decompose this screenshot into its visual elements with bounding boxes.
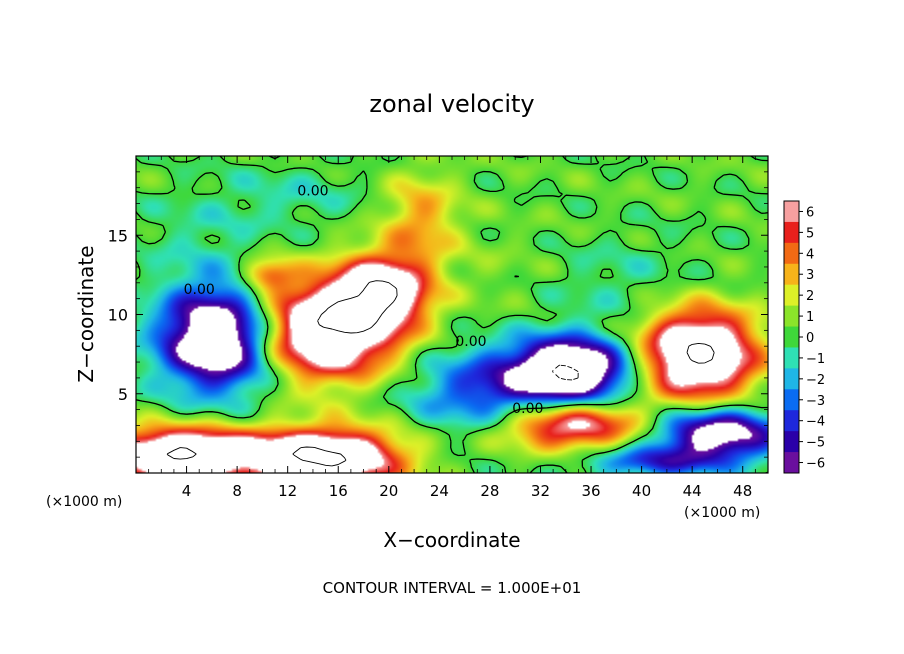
x-tick-label: 24 [430, 482, 449, 500]
colorbar-tick-label: −1 [806, 352, 825, 367]
colorbar-swatch [784, 410, 799, 432]
x-axis-label: X−coordinate [383, 528, 520, 552]
velocity-field [136, 156, 768, 473]
colorbar-tick-label: 0 [806, 331, 814, 346]
colorbar-tick-label: 5 [806, 226, 814, 241]
contour-interval-note: CONTOUR INTERVAL = 1.000E+01 [323, 579, 582, 597]
x-tick-label: 20 [379, 482, 398, 500]
chart-title: zonal velocity [369, 90, 534, 118]
colorbar [784, 201, 799, 474]
colorbar-swatch [784, 347, 799, 369]
colorbar-swatch [784, 284, 799, 307]
y-tick-label: 15 [108, 226, 128, 245]
x-tick-label: 40 [632, 482, 651, 500]
x-axis-units-right: (×1000 m) [684, 505, 760, 521]
contour-line [136, 156, 768, 473]
colorbar-tick-label: −4 [806, 415, 825, 430]
contour-label: 0.00 [455, 334, 486, 350]
x-tick-label: 12 [278, 482, 297, 500]
colorbar-swatch [784, 263, 799, 286]
colorbar-tick-label: −6 [806, 457, 825, 472]
y-tick-label: 5 [118, 385, 128, 404]
colorbar-swatch [784, 221, 799, 244]
zero-contours [136, 156, 768, 473]
colorbar-swatch [784, 431, 799, 453]
colorbar-tick-label: 4 [806, 247, 814, 262]
colorbar-swatch [784, 201, 799, 223]
colorbar-tick-label: 6 [806, 205, 814, 220]
x-tick-label: 48 [733, 482, 752, 500]
colorbar-tick-label: −5 [806, 436, 825, 451]
x-tick-label: 8 [232, 482, 242, 500]
y-axis-label: Z−coordinate [74, 245, 98, 382]
colorbar-tick-label: 2 [806, 289, 814, 304]
y-axis-ticks: 5 10 15 [108, 171, 768, 458]
colorbar-swatch [784, 389, 799, 411]
contour-label: 0.00 [297, 184, 328, 200]
contour-labels: 0.00 0.00 0.00 0.00 [184, 184, 544, 417]
colorbar-swatch [784, 326, 799, 348]
x-axis-units-left: (×1000 m) [46, 494, 122, 510]
contour-label: 0.00 [184, 282, 215, 298]
x-tick-label: 28 [480, 482, 499, 500]
colorbar-tick-labels: 6 5 4 3 2 1 0 −1 −2 −3 −4 −5 −6 [799, 205, 825, 472]
colorbar-swatch [784, 452, 799, 474]
x-tick-label: 32 [531, 482, 550, 500]
colorbar-tick-label: 3 [806, 268, 814, 283]
contour-line [552, 364, 579, 381]
x-tick-label: 36 [581, 482, 600, 500]
x-tick-label: 16 [329, 482, 348, 500]
x-tick-label: 4 [182, 482, 192, 500]
colorbar-swatch [784, 305, 799, 328]
y-tick-label: 10 [108, 306, 128, 325]
colorbar-tick-label: 1 [806, 310, 814, 325]
contour-line [166, 280, 715, 467]
x-axis-ticks: 4 8 12 16 20 24 28 32 36 40 44 48 [148, 156, 756, 500]
x-tick-label: 44 [683, 482, 702, 500]
contour-label: 0.00 [512, 401, 543, 417]
colorbar-tick-label: −2 [806, 373, 825, 388]
colorbar-swatch [784, 242, 799, 265]
colorbar-tick-label: −3 [806, 394, 825, 409]
colorbar-swatch [784, 368, 799, 390]
